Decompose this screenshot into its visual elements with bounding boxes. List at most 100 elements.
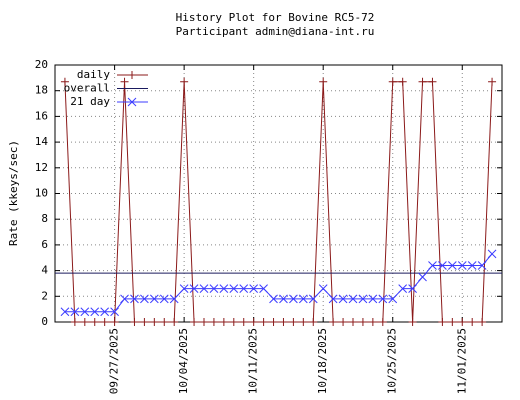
marker xyxy=(418,77,427,86)
marker xyxy=(180,77,189,86)
marker xyxy=(318,284,328,293)
marker xyxy=(289,318,298,326)
marker xyxy=(289,294,298,304)
marker xyxy=(120,294,129,304)
y-tick-label: 0 xyxy=(41,315,48,328)
marker xyxy=(249,284,259,293)
marker xyxy=(209,284,219,293)
marker xyxy=(279,318,288,326)
marker xyxy=(398,284,408,293)
y-tick-label: 16 xyxy=(35,109,48,122)
marker xyxy=(388,77,397,86)
marker xyxy=(60,77,69,86)
x-tick-label: 10/18/2025 xyxy=(316,328,329,394)
marker xyxy=(358,318,367,326)
marker xyxy=(239,284,249,293)
legend-label: daily xyxy=(77,68,110,81)
marker xyxy=(418,272,427,282)
marker xyxy=(110,307,119,317)
marker xyxy=(458,318,467,326)
marker xyxy=(249,318,258,326)
marker xyxy=(110,318,119,326)
marker xyxy=(408,284,417,293)
y-tick-label: 14 xyxy=(35,135,49,148)
marker xyxy=(130,294,139,304)
y-tick-label: 18 xyxy=(35,84,48,97)
marker xyxy=(378,294,388,304)
marker xyxy=(219,318,228,326)
marker xyxy=(127,97,137,107)
marker xyxy=(457,261,467,270)
marker xyxy=(328,294,338,304)
marker xyxy=(170,318,179,326)
marker xyxy=(478,318,487,326)
marker xyxy=(100,318,109,326)
x-tick-label: 10/04/2025 xyxy=(177,328,190,394)
marker xyxy=(488,77,497,86)
marker xyxy=(169,294,179,304)
marker xyxy=(229,318,238,326)
marker xyxy=(408,318,417,326)
series-line xyxy=(64,253,493,313)
y-tick-label: 20 xyxy=(35,58,48,71)
x-tick-label: 09/27/2025 xyxy=(108,328,121,394)
y-tick-label: 12 xyxy=(35,161,48,174)
y-tick-label: 2 xyxy=(41,289,48,302)
marker xyxy=(467,261,477,270)
marker xyxy=(448,318,457,326)
marker xyxy=(487,249,497,259)
marker xyxy=(140,294,149,304)
marker xyxy=(329,318,338,326)
marker xyxy=(120,77,129,86)
marker xyxy=(100,307,110,317)
marker xyxy=(128,71,136,79)
x-tick-label: 10/25/2025 xyxy=(386,328,399,394)
x-tick-label: 10/11/2025 xyxy=(247,328,260,394)
marker xyxy=(388,294,398,304)
marker xyxy=(309,318,318,326)
marker xyxy=(468,318,477,326)
y-tick-label: 10 xyxy=(35,187,48,200)
marker xyxy=(199,284,209,293)
marker xyxy=(368,294,378,304)
marker xyxy=(209,318,218,326)
marker xyxy=(279,294,288,304)
marker xyxy=(378,318,387,326)
marker xyxy=(428,77,437,86)
marker xyxy=(259,318,268,326)
marker xyxy=(299,318,308,326)
marker xyxy=(90,307,100,317)
legend-label: overall xyxy=(64,82,110,95)
marker xyxy=(339,318,348,326)
marker xyxy=(149,294,159,304)
y-tick-label: 4 xyxy=(41,264,48,277)
series-line xyxy=(64,81,493,323)
marker xyxy=(80,307,90,317)
marker xyxy=(319,77,328,86)
marker xyxy=(179,284,189,293)
marker xyxy=(428,261,437,270)
marker xyxy=(160,318,169,326)
y-tick-label: 6 xyxy=(41,238,48,251)
marker xyxy=(70,307,80,317)
marker xyxy=(70,318,79,326)
marker xyxy=(80,318,89,326)
marker xyxy=(438,261,447,270)
marker xyxy=(398,77,407,86)
plot-frame xyxy=(54,64,503,323)
legend-label: 21 day xyxy=(70,95,110,108)
marker xyxy=(140,318,149,326)
marker xyxy=(298,294,308,304)
marker xyxy=(358,294,368,304)
marker xyxy=(349,318,357,326)
chart-subtitle: Participant admin@diana-int.ru xyxy=(176,25,375,38)
marker xyxy=(229,284,239,293)
marker xyxy=(308,294,318,304)
marker xyxy=(348,294,358,304)
marker xyxy=(159,294,169,304)
marker xyxy=(269,318,278,326)
marker xyxy=(200,318,208,326)
marker xyxy=(447,261,457,270)
marker xyxy=(477,261,487,270)
